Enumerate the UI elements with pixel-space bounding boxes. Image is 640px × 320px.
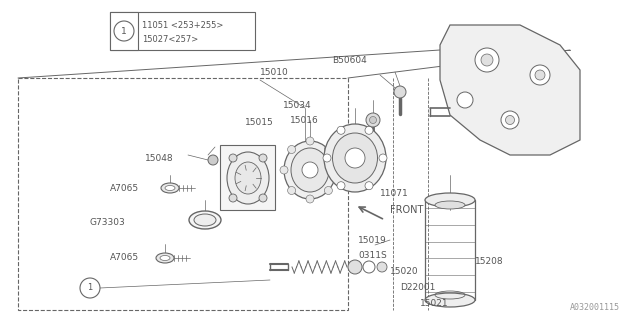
Text: FRONT: FRONT xyxy=(390,205,424,215)
Text: 15208: 15208 xyxy=(475,258,504,267)
Text: G73303: G73303 xyxy=(90,218,125,227)
Circle shape xyxy=(324,187,332,195)
Circle shape xyxy=(259,154,267,162)
Text: A7065: A7065 xyxy=(110,253,139,262)
Circle shape xyxy=(306,137,314,145)
Ellipse shape xyxy=(160,255,170,260)
Circle shape xyxy=(506,116,515,124)
Polygon shape xyxy=(440,25,580,155)
Circle shape xyxy=(337,182,345,190)
Ellipse shape xyxy=(235,162,261,194)
Text: 15016: 15016 xyxy=(290,116,319,124)
Text: B50604: B50604 xyxy=(332,55,367,65)
Circle shape xyxy=(457,92,473,108)
Circle shape xyxy=(337,126,345,134)
Circle shape xyxy=(481,54,493,66)
Ellipse shape xyxy=(333,133,378,183)
Text: A032001115: A032001115 xyxy=(570,303,620,312)
Circle shape xyxy=(259,194,267,202)
Text: D22001: D22001 xyxy=(400,284,435,292)
Text: 11071: 11071 xyxy=(380,188,409,197)
Circle shape xyxy=(475,48,499,72)
Ellipse shape xyxy=(156,253,174,263)
Circle shape xyxy=(365,182,373,190)
Circle shape xyxy=(324,146,332,154)
Circle shape xyxy=(280,166,288,174)
Ellipse shape xyxy=(435,201,465,209)
Bar xyxy=(110,12,255,50)
Circle shape xyxy=(363,261,375,273)
Circle shape xyxy=(379,154,387,162)
Text: 15010: 15010 xyxy=(260,68,289,76)
Circle shape xyxy=(366,113,380,127)
Text: A7065: A7065 xyxy=(110,183,139,193)
Bar xyxy=(110,12,138,50)
Text: 0311S: 0311S xyxy=(358,252,387,260)
Circle shape xyxy=(80,278,100,298)
Text: 15019: 15019 xyxy=(358,236,387,244)
Text: 15015: 15015 xyxy=(245,117,274,126)
Circle shape xyxy=(302,162,318,178)
Text: 15027<257>: 15027<257> xyxy=(142,35,198,44)
Circle shape xyxy=(348,260,362,274)
Bar xyxy=(18,78,348,310)
Circle shape xyxy=(535,70,545,80)
Ellipse shape xyxy=(189,211,221,229)
Text: 15020: 15020 xyxy=(390,268,419,276)
Circle shape xyxy=(530,65,550,85)
Text: 15034: 15034 xyxy=(283,100,312,109)
Ellipse shape xyxy=(425,293,475,307)
Text: 15048: 15048 xyxy=(145,154,173,163)
Circle shape xyxy=(501,111,519,129)
Text: 1: 1 xyxy=(121,27,127,36)
Ellipse shape xyxy=(284,141,336,199)
Circle shape xyxy=(394,86,406,98)
Circle shape xyxy=(332,166,340,174)
Ellipse shape xyxy=(194,214,216,226)
Circle shape xyxy=(345,148,365,168)
Text: 11051 <253+255>: 11051 <253+255> xyxy=(142,20,223,29)
Circle shape xyxy=(306,195,314,203)
Circle shape xyxy=(365,126,373,134)
Text: 15021: 15021 xyxy=(420,299,449,308)
Ellipse shape xyxy=(161,183,179,193)
Ellipse shape xyxy=(227,152,269,204)
Ellipse shape xyxy=(324,124,386,192)
Circle shape xyxy=(323,154,331,162)
Ellipse shape xyxy=(165,186,175,190)
Ellipse shape xyxy=(425,193,475,207)
Circle shape xyxy=(208,155,218,165)
Circle shape xyxy=(377,262,387,272)
Circle shape xyxy=(229,194,237,202)
Circle shape xyxy=(369,116,376,124)
Circle shape xyxy=(229,154,237,162)
Circle shape xyxy=(287,187,296,195)
Ellipse shape xyxy=(291,148,329,192)
Polygon shape xyxy=(220,145,275,210)
Circle shape xyxy=(287,146,296,154)
Text: 1: 1 xyxy=(88,284,93,292)
